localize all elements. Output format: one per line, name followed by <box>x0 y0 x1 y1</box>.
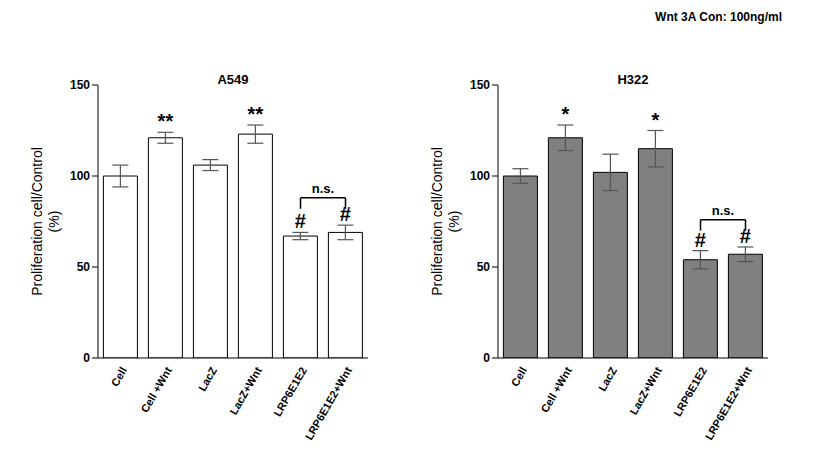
svg-text:LacZ+Wnt: LacZ+Wnt <box>227 365 264 417</box>
svg-text:150: 150 <box>470 78 490 92</box>
svg-text:LRP6E1E2: LRP6E1E2 <box>271 365 309 419</box>
svg-text:Cell +Wnt: Cell +Wnt <box>538 365 574 415</box>
html-text:H322: H322 <box>617 72 649 87</box>
svg-text:n.s.: n.s. <box>312 181 334 196</box>
svg-text:LRP6E1E2+Wnt: LRP6E1E2+Wnt <box>302 365 354 442</box>
svg-text:#: # <box>740 225 751 247</box>
svg-text:Cell +Wnt: Cell +Wnt <box>138 365 174 415</box>
svg-text:Proliferation cell/Control(%): Proliferation cell/Control(%) <box>429 147 462 296</box>
svg-text:Cell: Cell <box>109 365 129 388</box>
html-text:A549: A549 <box>217 72 249 87</box>
svg-text:LacZ: LacZ <box>596 365 619 393</box>
svg-text:#: # <box>695 229 706 251</box>
svg-text:LRP6E1E2+Wnt: LRP6E1E2+Wnt <box>702 365 754 442</box>
svg-text:Proliferation cell/Control(%): Proliferation cell/Control(%) <box>29 147 62 296</box>
svg-text:n.s.: n.s. <box>712 203 734 218</box>
svg-text:#: # <box>295 210 306 232</box>
svg-text:LacZ: LacZ <box>196 365 219 393</box>
svg-text:#: # <box>340 203 351 225</box>
svg-text:150: 150 <box>70 78 90 92</box>
svg-text:LRP6E1E2: LRP6E1E2 <box>671 365 709 419</box>
svg-text:*: * <box>652 109 660 131</box>
html-text:Wnt 3A Con: 100ng/ml: Wnt 3A Con: 100ng/ml <box>655 10 782 24</box>
svg-text:0: 0 <box>483 351 490 365</box>
svg-text:100: 100 <box>470 169 490 183</box>
svg-text:**: ** <box>248 103 264 125</box>
svg-text:**: ** <box>158 110 174 132</box>
svg-text:LacZ+Wnt: LacZ+Wnt <box>627 365 664 417</box>
svg-text:100: 100 <box>70 169 90 183</box>
svg-text:0: 0 <box>83 351 90 365</box>
svg-text:*: * <box>562 103 570 125</box>
svg-text:50: 50 <box>477 260 491 274</box>
svg-text:50: 50 <box>77 260 91 274</box>
svg-text:Cell: Cell <box>509 365 529 388</box>
